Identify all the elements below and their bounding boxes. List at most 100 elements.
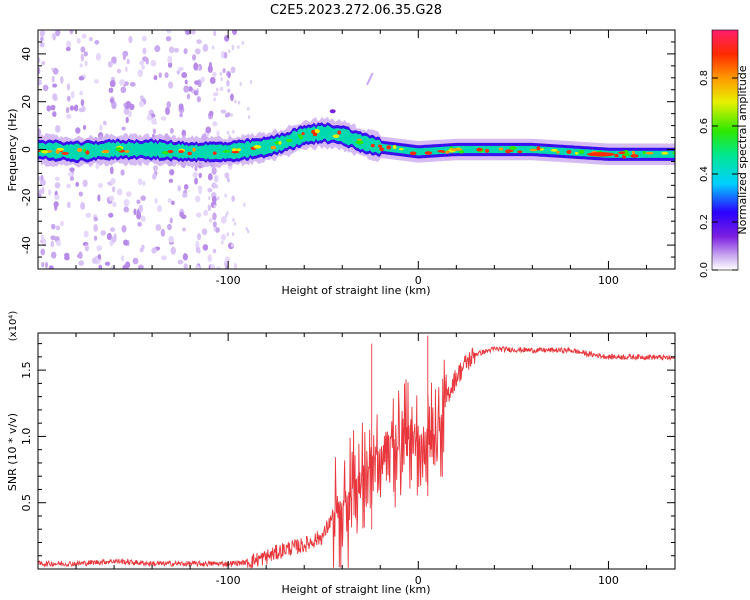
spectrogram-xlabel: Height of straight line (km): [281, 284, 430, 297]
noise-speckle: [177, 185, 182, 192]
noise-speckle: [151, 247, 157, 254]
ridge-hotspot: [83, 148, 87, 153]
ridge-hotspot: [529, 148, 538, 152]
ridge-hotspot: [445, 150, 450, 154]
noise-speckle: [231, 195, 235, 202]
ridge-hotspot: [377, 144, 383, 148]
colorbar-frame: [711, 29, 739, 271]
noise-speckle: [192, 171, 198, 178]
noise-speckle: [213, 227, 216, 232]
noise-speckle: [231, 232, 235, 237]
noise-speckle: [39, 30, 45, 37]
ridge-hotspot: [285, 138, 293, 143]
noise-speckle: [213, 30, 217, 37]
noise-speckle: [216, 266, 221, 269]
noise-speckle: [200, 76, 205, 83]
noise-speckle: [113, 233, 117, 242]
ridge-hotspot: [450, 148, 463, 151]
noise-speckle: [171, 200, 175, 205]
noise-speckle: [38, 67, 41, 75]
noise-speckle: [84, 244, 89, 252]
noise-speckle: [69, 176, 75, 181]
noise-speckle: [177, 66, 184, 72]
noise-speckle: [239, 81, 242, 86]
ridge-hotspot: [337, 130, 342, 135]
noise-speckle: [122, 50, 129, 57]
ridge-hotspot: [313, 129, 320, 134]
noise-speckle: [226, 232, 230, 237]
ridge-hotspot: [253, 144, 262, 149]
noise-speckle: [241, 40, 244, 45]
noise-speckle: [220, 50, 225, 59]
noise-speckle: [207, 204, 212, 212]
snr-panel: -100 0 100 0.5 1.0 1.5 Height of straight lin…: [6, 311, 676, 596]
noise-speckle: [152, 173, 157, 180]
noise-speckle: [224, 256, 230, 263]
ridge-hotspot: [645, 151, 654, 155]
noise-speckle: [73, 104, 79, 112]
noise-speckle: [154, 197, 158, 204]
noise-speckle: [100, 230, 107, 236]
ridge-hotspot: [398, 147, 404, 151]
noise-speckle: [64, 252, 70, 258]
noise-speckle: [84, 60, 88, 67]
noise-speckle: [66, 183, 72, 189]
noise-speckle: [140, 215, 146, 223]
colorbar-gradient: [712, 30, 738, 270]
noise-speckle: [136, 211, 142, 220]
noise-speckle: [88, 36, 93, 42]
noise-speckle: [137, 264, 144, 269]
noise-speckle: [193, 90, 198, 96]
ridge-hotspot: [311, 129, 316, 134]
noise-speckle: [38, 128, 42, 136]
noise-speckle: [207, 187, 213, 193]
ridge-hotspot: [574, 151, 579, 155]
noise-speckle: [124, 66, 128, 72]
noise-speckle: [52, 67, 59, 75]
noise-speckle: [107, 60, 113, 68]
noise-speckle: [183, 85, 190, 93]
noise-speckle: [126, 191, 132, 197]
noise-speckle: [78, 191, 84, 197]
noise-speckle: [211, 45, 215, 50]
noise-speckle: [65, 107, 70, 114]
noise-speckle: [232, 217, 235, 222]
noise-speckle: [139, 60, 145, 66]
noise-speckle: [202, 244, 209, 251]
noise-speckle: [205, 126, 212, 134]
ridge-hotspot: [85, 150, 90, 155]
noise-speckle: [222, 68, 226, 74]
noise-speckle: [97, 253, 102, 260]
noise-speckle: [223, 51, 228, 59]
noise-speckle: [168, 235, 175, 243]
noise-speckle: [192, 54, 197, 61]
ridge-hotspot: [476, 147, 483, 152]
noise-speckle: [79, 90, 84, 96]
noise-speckle: [111, 186, 116, 193]
noise-speckle: [69, 167, 75, 172]
noise-speckle: [211, 166, 217, 175]
noise-speckle: [55, 30, 61, 37]
noise-speckle: [46, 105, 51, 112]
noise-speckle: [233, 221, 237, 226]
noise-speckle: [212, 92, 219, 97]
ridge-hotspot: [178, 150, 184, 154]
ridge-hotspot: [41, 150, 48, 154]
noise-speckle: [50, 251, 57, 259]
noise-speckle: [69, 30, 74, 35]
noise-speckle: [75, 127, 81, 134]
noise-speckle: [138, 101, 144, 108]
noise-speckle: [249, 80, 253, 85]
ridge-hotspot: [458, 149, 465, 154]
ridge-hotspot: [231, 148, 237, 152]
noise-speckle: [230, 112, 233, 117]
noise-speckle: [197, 232, 202, 241]
ridge-hotspot: [642, 151, 646, 155]
noise-speckle: [219, 86, 224, 92]
ridge-hotspot: [115, 147, 123, 152]
noise-speckle: [141, 35, 147, 42]
noise-speckle: [125, 104, 130, 110]
noise-speckle: [85, 212, 92, 218]
noise-speckle: [196, 212, 202, 218]
